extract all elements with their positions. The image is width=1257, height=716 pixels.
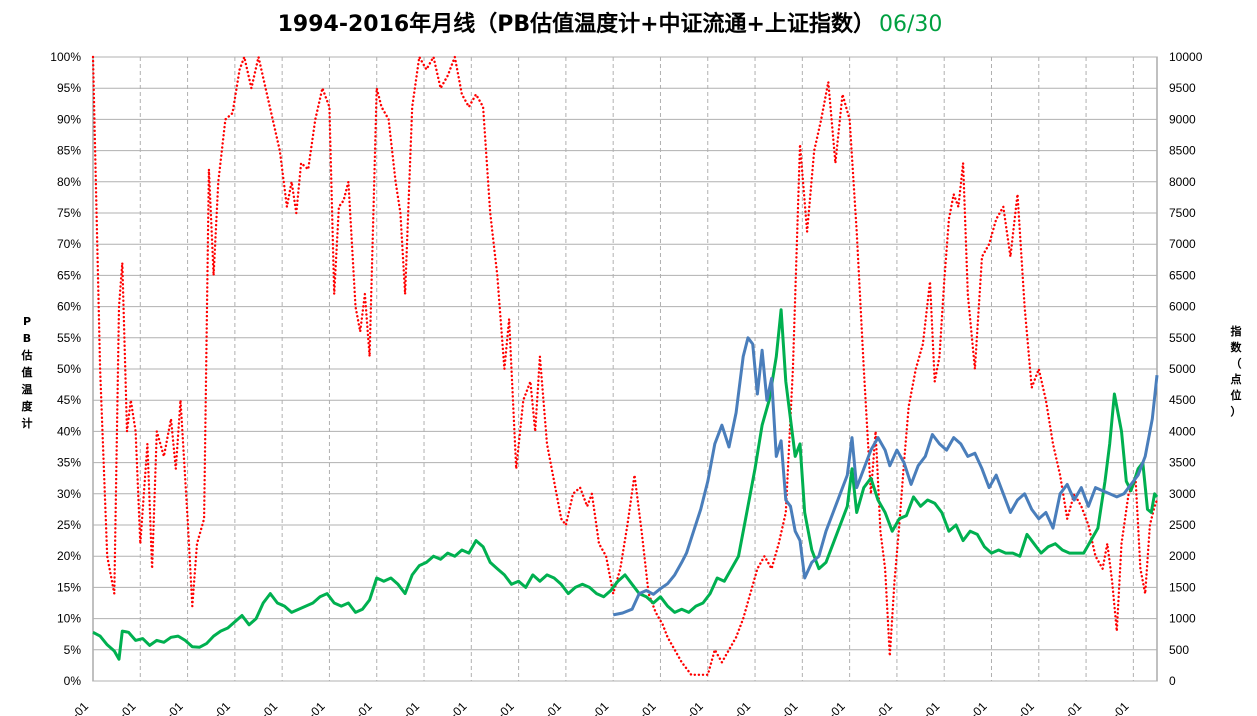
left-tick-label: 35% [57,456,81,470]
right-tick-label: 2000 [1169,549,1196,563]
x-tick-label: -01 [731,699,753,716]
left-tick-label: 5% [64,643,82,657]
right-tick-label: 3000 [1169,487,1196,501]
right-tick-label: 7500 [1169,206,1196,220]
axis-title-char: 估 [21,348,33,362]
right-tick-label: 6000 [1169,300,1196,314]
left-tick-label: 80% [57,175,81,189]
right-tick-label: 9000 [1169,112,1196,126]
right-tick-label: 4000 [1169,424,1196,438]
right-tick-label: 2500 [1169,518,1196,532]
axis-title-char: 数 [1231,340,1243,354]
left-tick-label: 0% [64,674,82,688]
x-tick-label: -01 [258,699,280,716]
right-tick-label: 5500 [1169,331,1196,345]
series-line-shanghai-index [612,336,1159,617]
left-tick-label: 50% [57,362,81,376]
x-tick-label: -01 [684,699,706,716]
x-tick-label: -01 [495,699,517,716]
left-tick-label: 15% [57,580,81,594]
x-tick-label: -01 [305,699,327,716]
x-tick-label: -01 [1109,699,1131,716]
x-axis-ticks: -01 -01 -01 -01 -01 -01 -01 -01 -01 -01 -01 -01 -01 -… [69,699,1132,716]
x-tick-label: -01 [211,699,233,716]
x-tick-label: -01 [1015,699,1037,716]
right-tick-label: 9500 [1169,81,1196,95]
left-tick-label: 95% [57,81,81,95]
x-tick-label: -01 [826,699,848,716]
axis-title-char: P [23,315,31,328]
x-tick-label: -01 [116,699,138,716]
right-tick-label: 1000 [1169,612,1196,626]
chart-title: 1994-2016年月线（PB估值温度计+中证流通+上证指数） 06/30 [278,11,943,37]
left-tick-label: 20% [57,549,81,563]
left-tick-label: 25% [57,518,81,532]
series-layer [91,55,1159,676]
left-tick-label: 60% [57,300,81,314]
axis-title-char: 度 [22,399,34,413]
left-tick-label: 45% [57,393,81,407]
left-tick-label: 70% [57,237,81,251]
right-tick-label: 4500 [1169,393,1196,407]
axis-title-char: 点 [1231,372,1242,386]
left-tick-label: 10% [57,612,81,626]
left-axis-ticks: 0% 5% 10% 15% 20% 25% 30% 35% 40% 45% 50% 55% 60% 65%… [50,50,81,688]
right-tick-label: 6500 [1169,268,1196,282]
axis-title-char: 值 [22,365,33,379]
left-tick-label: 40% [57,424,81,438]
x-tick-label: -01 [920,699,942,716]
right-tick-label: 0 [1169,674,1176,688]
right-tick-label: 7000 [1169,237,1196,251]
right-tick-label: 1500 [1169,580,1196,594]
chart-title-text: 1994-2016年月线（PB估值温度计+中证流通+上证指数） [278,11,875,37]
left-tick-label: 85% [57,144,81,158]
right-tick-label: 10000 [1169,50,1203,64]
x-tick-label: -01 [778,699,800,716]
left-tick-label: 100% [50,50,81,64]
axis-title-char: 指 [1231,324,1242,338]
right-axis-ticks: 0 500 1000 1500 2000 2500 3000 3500 4000 4500 5000… [1169,50,1203,688]
axis-title-char: 温 [22,382,33,396]
series-line-pb-thermometer [91,55,1159,676]
left-tick-label: 75% [57,206,81,220]
axis-title-char: （ [1231,357,1242,370]
x-tick-label: -01 [1062,699,1084,716]
horizontal-gridlines [93,56,1157,682]
left-tick-label: 55% [57,331,81,345]
x-tick-label: -01 [353,699,375,716]
right-tick-label: 5000 [1169,362,1196,376]
x-tick-label: -01 [164,699,186,716]
series-line-csi-circulating [92,308,1159,661]
right-tick-label: 8000 [1169,175,1196,189]
x-tick-label: -01 [967,699,989,716]
x-tick-label: -01 [873,699,895,716]
axis-title-char: ） [1231,405,1242,418]
x-tick-label: -01 [447,699,469,716]
right-axis-title: 指数 （ 点位 ） [1231,324,1243,418]
axis-title-char: B [23,332,31,345]
axis-title-char: 计 [22,416,33,430]
x-tick-label: -01 [589,699,611,716]
x-tick-label: -01 [636,699,658,716]
x-tick-label: -01 [400,699,422,716]
left-tick-label: 30% [57,487,81,501]
x-tick-label: -01 [542,699,564,716]
right-tick-label: 8500 [1169,144,1196,158]
right-tick-label: 500 [1169,643,1189,657]
axis-title-char: 位 [1231,388,1242,402]
chart-title-date: 06/30 [879,12,942,37]
left-tick-label: 90% [57,112,81,126]
left-tick-label: 65% [57,268,81,282]
left-axis-title: PB估值温度计 [21,315,34,430]
x-tick-label: -01 [69,699,91,716]
right-tick-label: 3500 [1169,456,1196,470]
